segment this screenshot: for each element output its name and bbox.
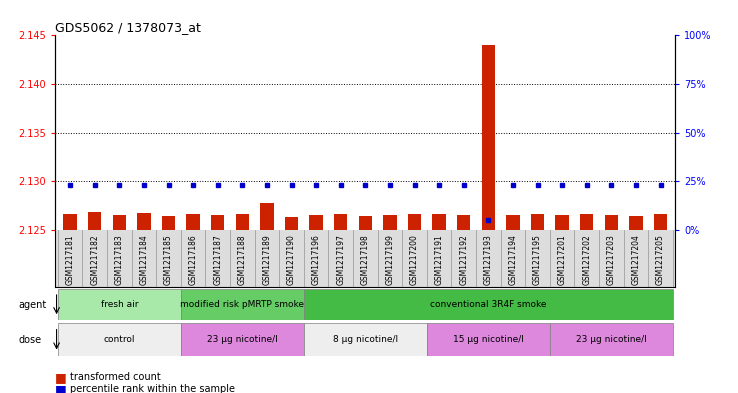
Text: modified risk pMRTP smoke: modified risk pMRTP smoke	[180, 300, 304, 309]
Text: GSM1217197: GSM1217197	[337, 235, 345, 285]
Bar	[186, 214, 200, 230]
Text: conventional 3R4F smoke: conventional 3R4F smoke	[430, 300, 547, 309]
Text: dose: dose	[18, 334, 41, 345]
Text: fresh air: fresh air	[100, 300, 138, 309]
Text: ■: ■	[55, 371, 67, 384]
Text: GSM1217186: GSM1217186	[189, 235, 198, 285]
Text: 23 μg nicotine/l: 23 μg nicotine/l	[207, 335, 277, 344]
Bar	[162, 216, 176, 230]
Bar	[481, 45, 495, 230]
Text: GSM1217191: GSM1217191	[435, 235, 444, 285]
Bar	[457, 215, 471, 230]
Text: 8 μg nicotine/l: 8 μg nicotine/l	[333, 335, 398, 344]
Text: percentile rank within the sample: percentile rank within the sample	[70, 384, 235, 393]
Bar	[580, 214, 593, 230]
Text: GSM1217183: GSM1217183	[115, 235, 124, 285]
Bar	[112, 215, 126, 230]
Bar	[629, 216, 643, 230]
Text: GSM1217204: GSM1217204	[632, 235, 641, 285]
Bar	[58, 323, 181, 356]
Bar	[285, 217, 298, 230]
Text: GSM1217195: GSM1217195	[533, 235, 542, 285]
Text: GDS5062 / 1378073_at: GDS5062 / 1378073_at	[55, 21, 201, 34]
Bar	[304, 289, 673, 320]
Bar	[304, 323, 427, 356]
Text: GSM1217188: GSM1217188	[238, 235, 246, 285]
Text: GSM1217192: GSM1217192	[459, 235, 468, 285]
Bar	[181, 323, 304, 356]
Text: GSM1217181: GSM1217181	[66, 235, 75, 285]
Bar	[432, 214, 446, 230]
Bar	[137, 213, 151, 230]
Bar	[383, 215, 397, 230]
Bar	[334, 214, 348, 230]
Text: control: control	[103, 335, 135, 344]
Bar	[260, 203, 274, 230]
Text: transformed count: transformed count	[70, 372, 161, 382]
Text: ■: ■	[55, 382, 67, 393]
Text: GSM1217198: GSM1217198	[361, 235, 370, 285]
Text: GSM1217199: GSM1217199	[385, 235, 394, 285]
Text: GSM1217203: GSM1217203	[607, 235, 615, 285]
Bar	[531, 214, 544, 230]
Bar	[550, 323, 673, 356]
Bar	[556, 215, 569, 230]
Text: GSM1217202: GSM1217202	[582, 235, 591, 285]
Text: GSM1217205: GSM1217205	[656, 235, 665, 285]
Bar	[63, 214, 77, 230]
Bar	[604, 215, 618, 230]
Bar	[211, 215, 224, 230]
Text: agent: agent	[18, 299, 46, 310]
Bar	[654, 214, 667, 230]
Bar	[88, 212, 101, 230]
Text: GSM1217189: GSM1217189	[263, 235, 272, 285]
Text: GSM1217201: GSM1217201	[558, 235, 567, 285]
Bar	[235, 214, 249, 230]
Text: GSM1217185: GSM1217185	[164, 235, 173, 285]
Text: GSM1217182: GSM1217182	[90, 235, 99, 285]
Text: GSM1217200: GSM1217200	[410, 235, 419, 285]
Text: GSM1217184: GSM1217184	[139, 235, 148, 285]
Bar	[506, 215, 520, 230]
Text: GSM1217196: GSM1217196	[311, 235, 320, 285]
Bar	[309, 215, 323, 230]
Bar	[58, 289, 181, 320]
Text: GSM1217194: GSM1217194	[508, 235, 517, 285]
Text: GSM1217190: GSM1217190	[287, 235, 296, 285]
Bar	[407, 214, 421, 230]
Text: 15 μg nicotine/l: 15 μg nicotine/l	[453, 335, 524, 344]
Text: 23 μg nicotine/l: 23 μg nicotine/l	[576, 335, 646, 344]
Text: GSM1217193: GSM1217193	[484, 235, 493, 285]
Bar	[359, 216, 372, 230]
Bar	[181, 289, 304, 320]
Bar	[427, 323, 550, 356]
Text: GSM1217187: GSM1217187	[213, 235, 222, 285]
